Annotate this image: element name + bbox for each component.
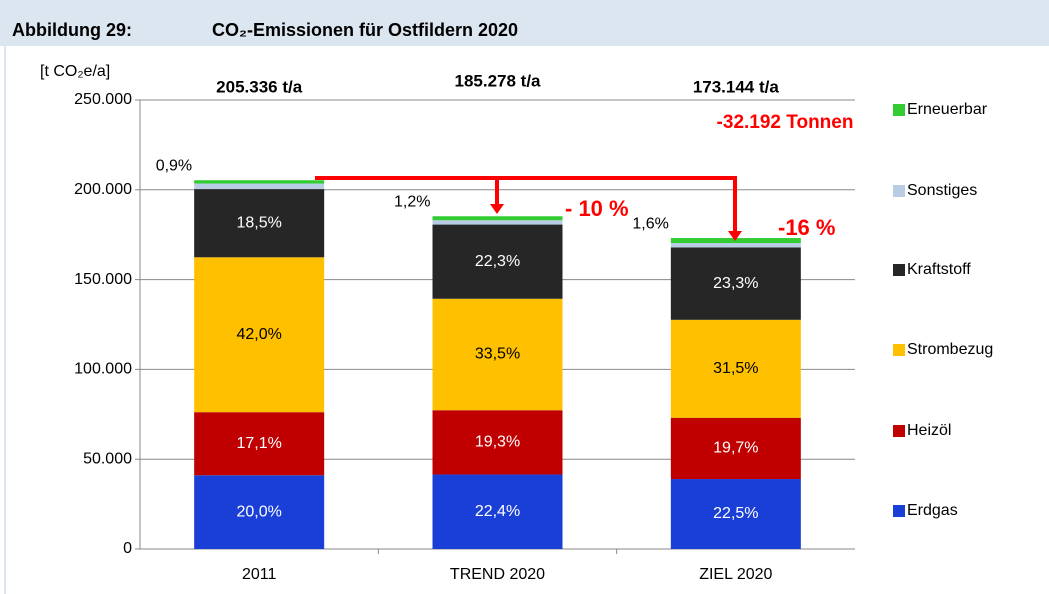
legend-swatch <box>893 344 905 356</box>
bar-segment <box>670 238 801 244</box>
data-label: 18,5% <box>236 214 281 231</box>
bar-segment <box>432 298 563 411</box>
bar-segment <box>670 417 801 480</box>
figure-label: Abbildung 29: <box>12 20 132 40</box>
data-label: 19,3% <box>475 434 520 451</box>
bar-segment <box>194 180 325 184</box>
y-tick-label: 0 <box>123 540 132 557</box>
legend-label: Strombezug <box>907 341 993 358</box>
legend-label: Kraftstoff <box>907 261 971 278</box>
data-label: 22,5% <box>713 505 758 522</box>
legend-swatch <box>893 104 905 116</box>
total-label: 173.144 t/a <box>693 77 780 96</box>
legend-label: Sonstiges <box>907 182 977 199</box>
data-label: 22,4% <box>475 503 520 520</box>
arrow-head <box>728 231 742 241</box>
y-tick-label: 200.000 <box>74 181 132 198</box>
legend-swatch <box>893 264 905 276</box>
x-tick-label: TREND 2020 <box>450 566 545 583</box>
y-axis-label: [t CO₂e/a] <box>40 63 110 80</box>
header-band <box>0 0 1049 46</box>
bar-segment <box>194 257 325 413</box>
data-label: 31,5% <box>713 360 758 377</box>
legend-swatch <box>893 425 905 437</box>
bar-segment <box>432 220 563 225</box>
chart-title: CO₂-Emissionen für Ostfildern 2020 <box>212 20 518 40</box>
data-label: 1,6% <box>632 215 668 232</box>
bar-segment <box>432 410 563 475</box>
bar-segment <box>670 479 801 549</box>
legend-swatch <box>893 185 905 197</box>
x-tick-label: ZIEL 2020 <box>699 566 772 583</box>
data-label: 1,2% <box>394 193 430 210</box>
y-tick-label: 100.000 <box>74 361 132 378</box>
bar-segment <box>670 243 801 248</box>
x-tick-label: 2011 <box>242 566 277 583</box>
total-label: 185.278 t/a <box>454 71 541 90</box>
y-tick-label: 150.000 <box>74 271 132 288</box>
legend-swatch <box>893 505 905 517</box>
bar-segment <box>194 189 325 258</box>
bar-segment <box>194 475 325 549</box>
bar-segment <box>432 474 563 549</box>
annotation: - 10 % <box>565 196 629 221</box>
arrow-head <box>490 204 504 214</box>
y-tick-label: 250.000 <box>74 91 132 108</box>
data-label: 23,3% <box>713 275 758 292</box>
bar-segment <box>432 216 563 221</box>
annotation: -16 % <box>778 215 835 240</box>
data-label: 42,0% <box>236 326 281 343</box>
data-label: 33,5% <box>475 346 520 363</box>
bar-segment <box>432 224 563 299</box>
data-label: 17,1% <box>236 435 281 452</box>
left-border <box>4 46 6 594</box>
data-label: 22,3% <box>475 253 520 270</box>
data-label: 19,7% <box>713 440 758 457</box>
legend-label: Erneuerbar <box>907 101 988 118</box>
legend-label: Heizöl <box>907 422 951 439</box>
arrows <box>315 176 737 232</box>
data-label: 20,0% <box>236 503 281 520</box>
data-label: 0,9% <box>156 157 192 174</box>
bar-segment <box>194 412 325 476</box>
total-label: 205.336 t/a <box>216 77 303 96</box>
y-tick-label: 50.000 <box>83 450 132 467</box>
bar-segment <box>670 319 801 418</box>
legend-label: Erdgas <box>907 502 958 519</box>
bar-segment <box>194 183 325 190</box>
bar-segment <box>670 247 801 320</box>
annotation: -32.192 Tonnen <box>717 112 854 133</box>
